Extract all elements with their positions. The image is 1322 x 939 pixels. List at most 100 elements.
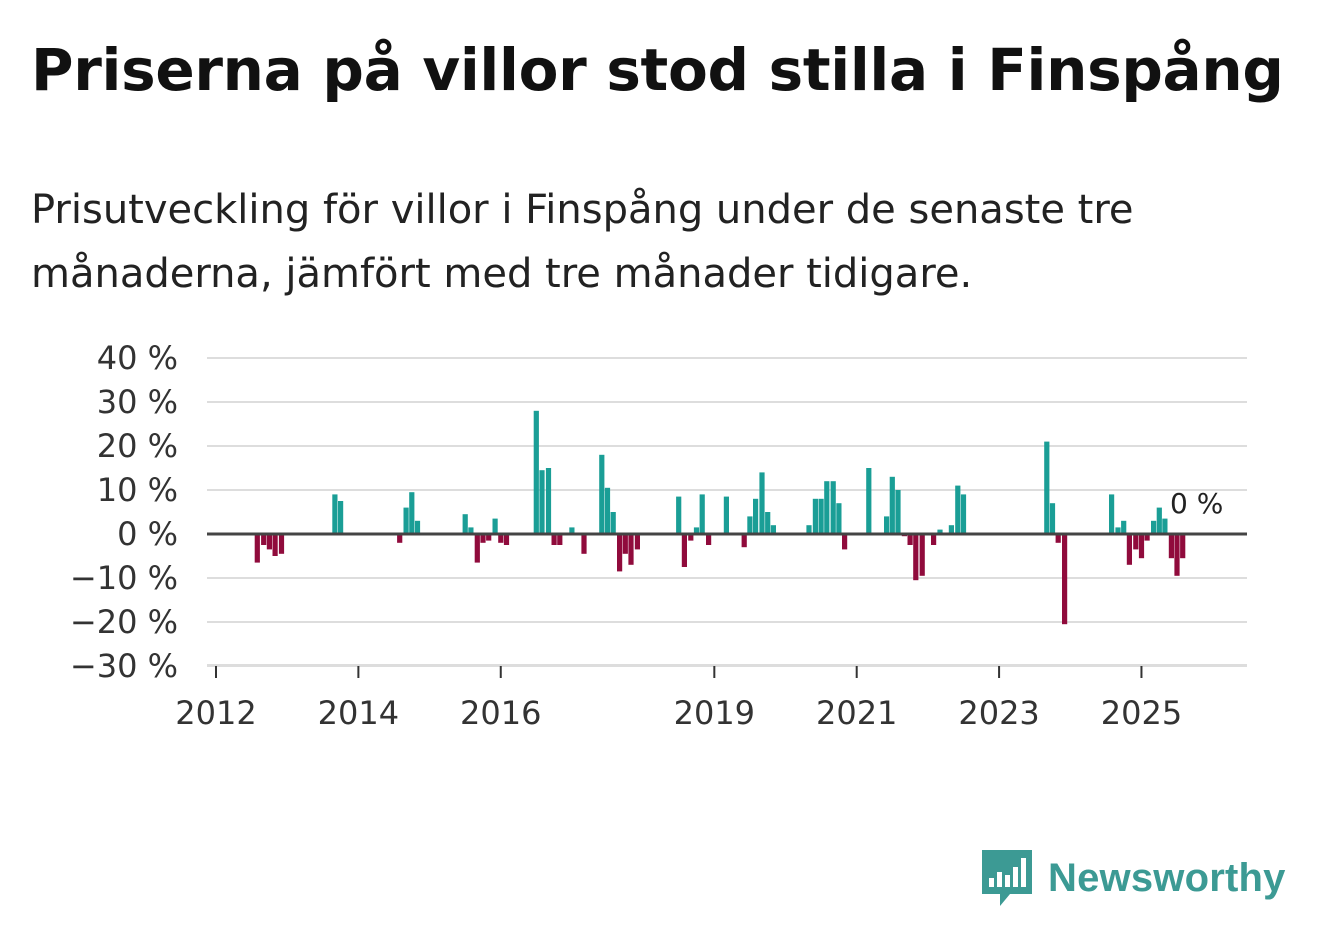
bar xyxy=(414,520,421,534)
chart-subtitle: Prisutveckling för villor i Finspång und… xyxy=(31,187,1134,297)
bar xyxy=(533,410,539,534)
bar xyxy=(676,496,682,534)
bar xyxy=(617,534,623,572)
bar xyxy=(1126,534,1132,565)
bar xyxy=(634,534,640,550)
y-tick-label: 30 % xyxy=(97,383,178,421)
bar xyxy=(699,494,705,534)
bar xyxy=(770,525,776,534)
x-tick-label: 2021 xyxy=(816,694,897,732)
bar xyxy=(1049,503,1056,534)
bar xyxy=(747,516,753,534)
x-tick-label: 2019 xyxy=(674,694,755,732)
bar xyxy=(937,529,943,534)
bar xyxy=(628,534,634,565)
bar xyxy=(492,518,498,534)
bar xyxy=(836,503,842,534)
bar xyxy=(557,534,563,545)
bar xyxy=(681,534,687,567)
bar xyxy=(842,534,848,550)
bar xyxy=(254,534,260,563)
bar xyxy=(741,534,747,548)
bar xyxy=(1162,518,1168,534)
bar xyxy=(397,534,403,543)
bar xyxy=(1121,520,1127,534)
x-tick-label: 2025 xyxy=(1101,694,1182,732)
y-tick-label: 0 % xyxy=(117,515,178,553)
bar xyxy=(889,476,895,534)
bar xyxy=(581,534,587,554)
bar xyxy=(830,481,836,534)
bar xyxy=(948,525,954,534)
bar xyxy=(1168,534,1174,559)
bar xyxy=(1180,534,1186,559)
newsworthy-brand[interactable]: Newsworthy xyxy=(980,848,1286,908)
bar xyxy=(604,487,611,534)
bar xyxy=(480,534,486,543)
bar xyxy=(468,527,474,534)
bar xyxy=(884,516,890,534)
brand-name: Newsworthy xyxy=(1048,855,1286,900)
y-tick-label: −30 % xyxy=(70,647,178,685)
x-tick-label: 2016 xyxy=(460,694,541,732)
bar xyxy=(545,468,552,534)
bar xyxy=(907,534,913,545)
last-value-label: 0 % xyxy=(1170,487,1223,520)
bar xyxy=(1144,534,1150,541)
bar xyxy=(1138,534,1145,559)
bar xyxy=(688,534,694,541)
bar xyxy=(931,534,937,545)
bar xyxy=(503,534,510,545)
bar xyxy=(539,470,545,534)
bar xyxy=(278,534,285,554)
bar xyxy=(1115,527,1121,534)
bar xyxy=(960,494,967,534)
bar xyxy=(955,485,961,534)
y-tick-label: −20 % xyxy=(70,603,178,641)
bar xyxy=(919,534,925,576)
bar xyxy=(1133,534,1139,550)
x-tick-label: 2023 xyxy=(958,694,1039,732)
bar xyxy=(1044,441,1050,534)
bar xyxy=(474,534,480,563)
bar xyxy=(409,492,415,534)
bar xyxy=(759,472,765,534)
bar xyxy=(622,534,628,554)
bar xyxy=(332,494,338,534)
bar xyxy=(706,534,712,545)
bar xyxy=(866,468,872,534)
bar xyxy=(818,498,824,534)
bar xyxy=(806,525,812,534)
bar xyxy=(1062,534,1068,625)
bar xyxy=(1109,494,1115,534)
bar xyxy=(913,534,919,581)
bar xyxy=(551,534,557,545)
y-tick-label: −10 % xyxy=(70,559,178,597)
bar xyxy=(812,498,818,534)
bar xyxy=(266,534,272,550)
x-tick-label: 2012 xyxy=(175,694,256,732)
bar xyxy=(753,498,759,534)
bar xyxy=(486,534,492,541)
bar xyxy=(569,527,575,534)
bar xyxy=(824,481,830,534)
bar xyxy=(462,514,468,534)
bar xyxy=(272,534,278,556)
bar xyxy=(693,527,700,534)
axes xyxy=(207,532,1247,666)
bar xyxy=(261,534,267,545)
bar xyxy=(338,501,344,534)
bar xyxy=(1174,534,1180,576)
y-tick-label: 10 % xyxy=(97,471,178,509)
y-tick-label: 20 % xyxy=(97,427,178,465)
bars xyxy=(254,410,1186,625)
x-axis-labels: 2012 2014 2016 2019 2021 2023 2025 xyxy=(175,666,1182,732)
bar xyxy=(1151,520,1157,534)
newsworthy-logo-icon xyxy=(982,850,1032,906)
x-tick-label: 2014 xyxy=(318,694,399,732)
bar xyxy=(723,496,729,534)
bar xyxy=(498,534,504,543)
bar xyxy=(1055,534,1061,543)
bar xyxy=(599,454,605,534)
